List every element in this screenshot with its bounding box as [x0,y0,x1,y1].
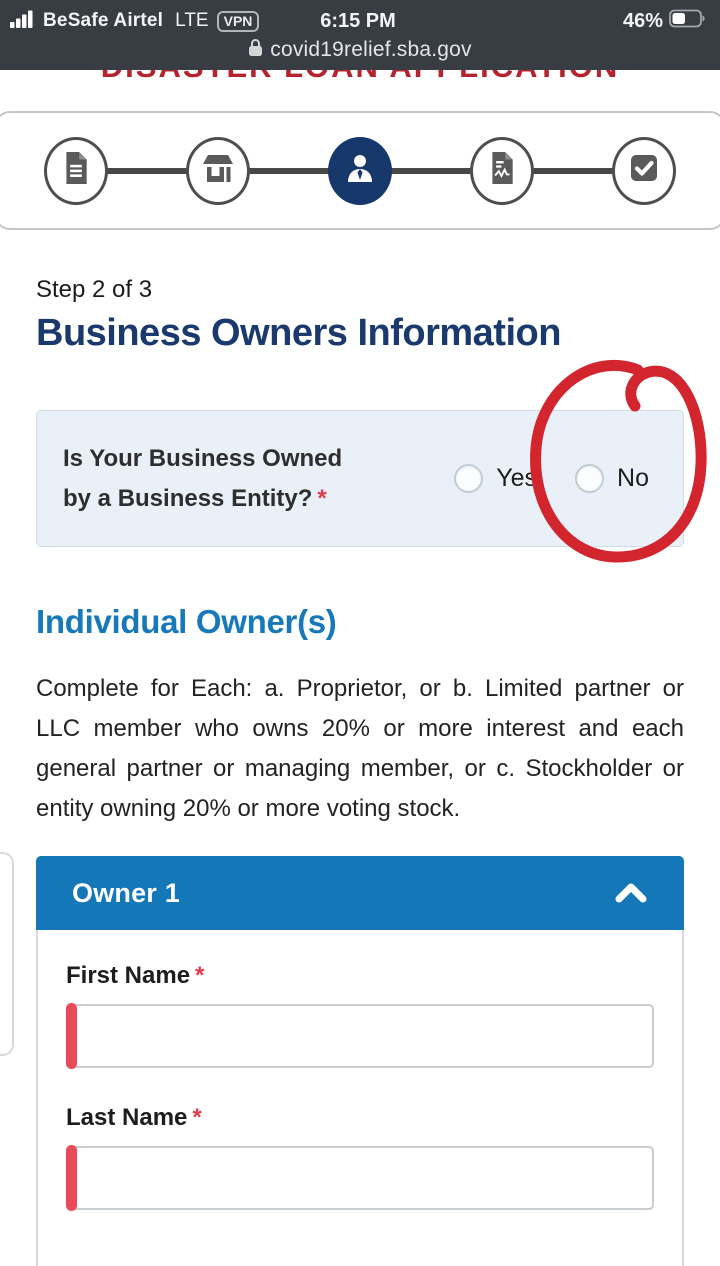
yes-radio-button[interactable] [454,464,484,494]
owner-1-body: First Name * Last Name * [36,930,684,1266]
disaster-loan-application-heading: DISASTER LOAN APPLICATION [0,70,720,83]
stepper-connector [532,167,614,174]
chevron-up-icon[interactable] [614,882,648,904]
required-asterisk: * [195,962,205,990]
first-name-input[interactable] [66,1003,654,1070]
vpn-badge: VPN [216,10,260,32]
document-icon [63,152,89,189]
required-asterisk: * [317,484,327,512]
radio-option-yes[interactable]: Yes [454,464,538,494]
section-description: Complete for Each: a. Proprietor, or b. … [36,675,684,823]
step-5-summary[interactable] [612,136,676,205]
check-square-icon [630,154,658,187]
owner-1-header[interactable]: Owner 1 [36,856,684,931]
first-name-field-group: First Name * [66,962,654,1070]
form-content: Step 2 of 3 Business Owners Information … [0,276,720,1266]
battery-percent: 46% [622,9,663,32]
last-name-field-group: Last Name * [66,1104,654,1212]
signal-strength-icon [10,10,35,33]
stepper-connector [248,167,330,174]
owner-1-card: Owner 1 First Name * [36,856,684,1266]
clipped-page-heading: DISASTER LOAN APPLICATION [0,70,720,83]
step-3-owners-info-active[interactable] [328,136,392,205]
url-text[interactable]: covid19relief.sba.gov [270,38,472,61]
progress-stepper [0,111,720,230]
clock: 6:15 PM [320,9,396,32]
contract-icon [489,152,515,189]
required-asterisk: * [192,1104,202,1132]
stepper-connector [106,167,188,174]
required-field-bar [66,1145,77,1212]
status-left-cluster: BeSafe Airtel LTE VPN [10,10,320,33]
network-type: LTE [175,10,209,31]
battery-icon [669,9,706,33]
first-name-label: First Name * [66,962,205,990]
status-bar-row: BeSafe Airtel LTE VPN 6:15 PM 46% [0,0,720,34]
step-2-business-info[interactable] [186,136,250,205]
person-icon [346,153,374,188]
status-bar: BeSafe Airtel LTE VPN 6:15 PM 46% [0,0,720,70]
radio-options: Yes No [454,464,657,494]
last-name-label: Last Name * [66,1104,202,1132]
radio-option-no[interactable]: No [575,464,649,494]
status-right-cluster: 46% [396,9,706,33]
step-progress-label: Step 2 of 3 [36,276,153,303]
step-4-additional-info[interactable] [470,136,534,205]
lock-icon [248,38,263,62]
stepper-connector [390,167,472,174]
no-radio-button[interactable] [575,464,605,494]
business-entity-question: Is Your Business Owned by a Business Ent… [36,410,684,548]
section-title-individual-owners: Individual Owner(s) [36,603,337,641]
no-radio-label[interactable]: No [617,464,649,493]
page-title: Business Owners Information [36,312,561,354]
question-label: Is Your Business Owned by a Business Ent… [63,445,343,512]
owner-1-title: Owner 1 [72,877,180,908]
carrier-name: BeSafe Airtel [43,10,164,31]
step-1-loan-info[interactable] [44,136,108,205]
left-edge-widget-tab[interactable] [0,852,14,1056]
storefront-icon [201,153,235,188]
url-bar[interactable]: covid19relief.sba.gov [0,34,720,66]
yes-radio-label[interactable]: Yes [496,464,538,493]
required-field-bar [66,1003,77,1070]
last-name-input[interactable] [66,1145,654,1212]
